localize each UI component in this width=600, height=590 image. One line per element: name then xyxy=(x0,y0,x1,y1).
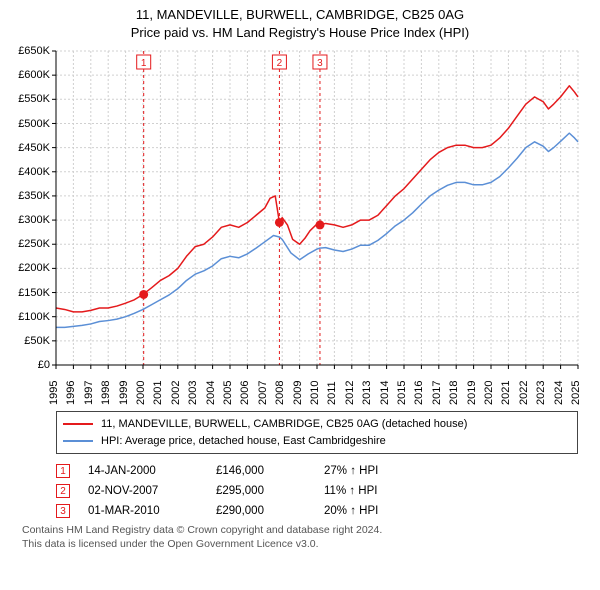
transaction-row: 3 01-MAR-2010 £290,000 20% ↑ HPI xyxy=(56,504,578,518)
footer: Contains HM Land Registry data © Crown c… xyxy=(22,524,578,551)
plot-area: 1 2 3 xyxy=(56,51,578,365)
y-tick-label: £600K xyxy=(18,69,50,81)
footer-line2: This data is licensed under the Open Gov… xyxy=(22,538,578,552)
x-tick-label: 1997 xyxy=(83,381,95,405)
transaction-hpi: 11% ↑ HPI xyxy=(324,485,377,497)
legend-swatch xyxy=(63,423,93,425)
legend-label: 11, MANDEVILLE, BURWELL, CAMBRIDGE, CB25… xyxy=(101,416,467,433)
transaction-row: 2 02-NOV-2007 £295,000 11% ↑ HPI xyxy=(56,484,578,498)
y-tick-label: £200K xyxy=(18,262,50,274)
x-tick-label: 2006 xyxy=(239,381,251,405)
y-tick-label: £550K xyxy=(18,93,50,105)
footer-line1: Contains HM Land Registry data © Crown c… xyxy=(22,524,578,538)
x-tick-label: 2020 xyxy=(483,381,495,405)
x-tick-label: 2017 xyxy=(431,381,443,405)
svg-text:2: 2 xyxy=(277,58,283,69)
x-tick-label: 2019 xyxy=(466,381,478,405)
x-tick-label: 2002 xyxy=(170,381,182,405)
y-tick-label: £0 xyxy=(38,359,50,371)
transaction-row: 1 14-JAN-2000 £146,000 27% ↑ HPI xyxy=(56,464,578,478)
x-tick-label: 2024 xyxy=(553,381,565,405)
x-tick-label: 2004 xyxy=(205,381,217,405)
transaction-marker: 1 xyxy=(56,464,70,478)
x-tick-label: 2003 xyxy=(187,381,199,405)
x-tick-label: 2008 xyxy=(274,381,286,405)
x-tick-label: 2000 xyxy=(135,381,147,405)
y-tick-label: £50K xyxy=(24,335,50,347)
x-tick-label: 2012 xyxy=(344,381,356,405)
legend-item: 11, MANDEVILLE, BURWELL, CAMBRIDGE, CB25… xyxy=(63,416,571,433)
transaction-hpi: 27% ↑ HPI xyxy=(324,465,378,477)
x-tick-label: 2025 xyxy=(570,381,582,405)
legend-item: HPI: Average price, detached house, East… xyxy=(63,433,571,450)
legend: 11, MANDEVILLE, BURWELL, CAMBRIDGE, CB25… xyxy=(56,411,578,454)
x-tick-label: 2010 xyxy=(309,381,321,405)
transaction-marker: 3 xyxy=(56,504,70,518)
transaction-price: £295,000 xyxy=(216,485,306,497)
y-tick-label: £300K xyxy=(18,214,50,226)
y-tick-label: £500K xyxy=(18,118,50,130)
legend-swatch xyxy=(63,440,93,442)
y-axis-labels: £0£50K£100K£150K£200K£250K£300K£350K£400… xyxy=(10,51,54,365)
y-tick-label: £450K xyxy=(18,142,50,154)
y-tick-label: £650K xyxy=(18,45,50,57)
x-tick-label: 2007 xyxy=(257,381,269,405)
transaction-price: £146,000 xyxy=(216,465,306,477)
x-axis-labels: 1995199619971998199920002001200220032004… xyxy=(56,367,578,407)
chart-title-block: 11, MANDEVILLE, BURWELL, CAMBRIDGE, CB25… xyxy=(0,0,600,41)
transaction-date: 02-NOV-2007 xyxy=(88,485,198,497)
x-tick-label: 2015 xyxy=(396,381,408,405)
plot-svg: 1 2 3 xyxy=(56,51,578,365)
transaction-marker: 2 xyxy=(56,484,70,498)
x-tick-label: 1995 xyxy=(48,381,60,405)
transaction-price: £290,000 xyxy=(216,505,306,517)
x-tick-label: 1998 xyxy=(100,381,112,405)
y-tick-label: £250K xyxy=(18,238,50,250)
x-tick-label: 2021 xyxy=(500,381,512,405)
transactions-block: 1 14-JAN-2000 £146,000 27% ↑ HPI 2 02-NOV-200… xyxy=(56,464,578,518)
x-tick-label: 2005 xyxy=(222,381,234,405)
x-tick-label: 2016 xyxy=(413,381,425,405)
legend-label: HPI: Average price, detached house, East… xyxy=(101,433,386,450)
x-tick-label: 2001 xyxy=(152,381,164,405)
chart-title-line2: Price paid vs. HM Land Registry's House … xyxy=(0,24,600,42)
y-tick-label: £400K xyxy=(18,166,50,178)
y-tick-label: £350K xyxy=(18,190,50,202)
svg-text:1: 1 xyxy=(141,58,147,69)
x-tick-label: 2018 xyxy=(448,381,460,405)
x-tick-label: 1999 xyxy=(118,381,130,405)
x-tick-label: 2011 xyxy=(326,381,338,405)
svg-text:3: 3 xyxy=(317,58,323,69)
x-tick-label: 2023 xyxy=(535,381,547,405)
chart-title-line1: 11, MANDEVILLE, BURWELL, CAMBRIDGE, CB25… xyxy=(0,6,600,24)
x-tick-label: 2022 xyxy=(518,381,530,405)
x-tick-label: 2013 xyxy=(361,381,373,405)
y-tick-label: £150K xyxy=(18,287,50,299)
y-tick-label: £100K xyxy=(18,311,50,323)
transaction-date: 14-JAN-2000 xyxy=(88,465,198,477)
transaction-hpi: 20% ↑ HPI xyxy=(324,505,378,517)
x-tick-label: 2009 xyxy=(292,381,304,405)
x-tick-label: 1996 xyxy=(65,381,77,405)
transaction-date: 01-MAR-2010 xyxy=(88,505,198,517)
chart-container: £0 £50K £100K £150K £200K £250K £300K £350K £400… xyxy=(10,47,590,407)
x-tick-label: 2014 xyxy=(379,381,391,405)
